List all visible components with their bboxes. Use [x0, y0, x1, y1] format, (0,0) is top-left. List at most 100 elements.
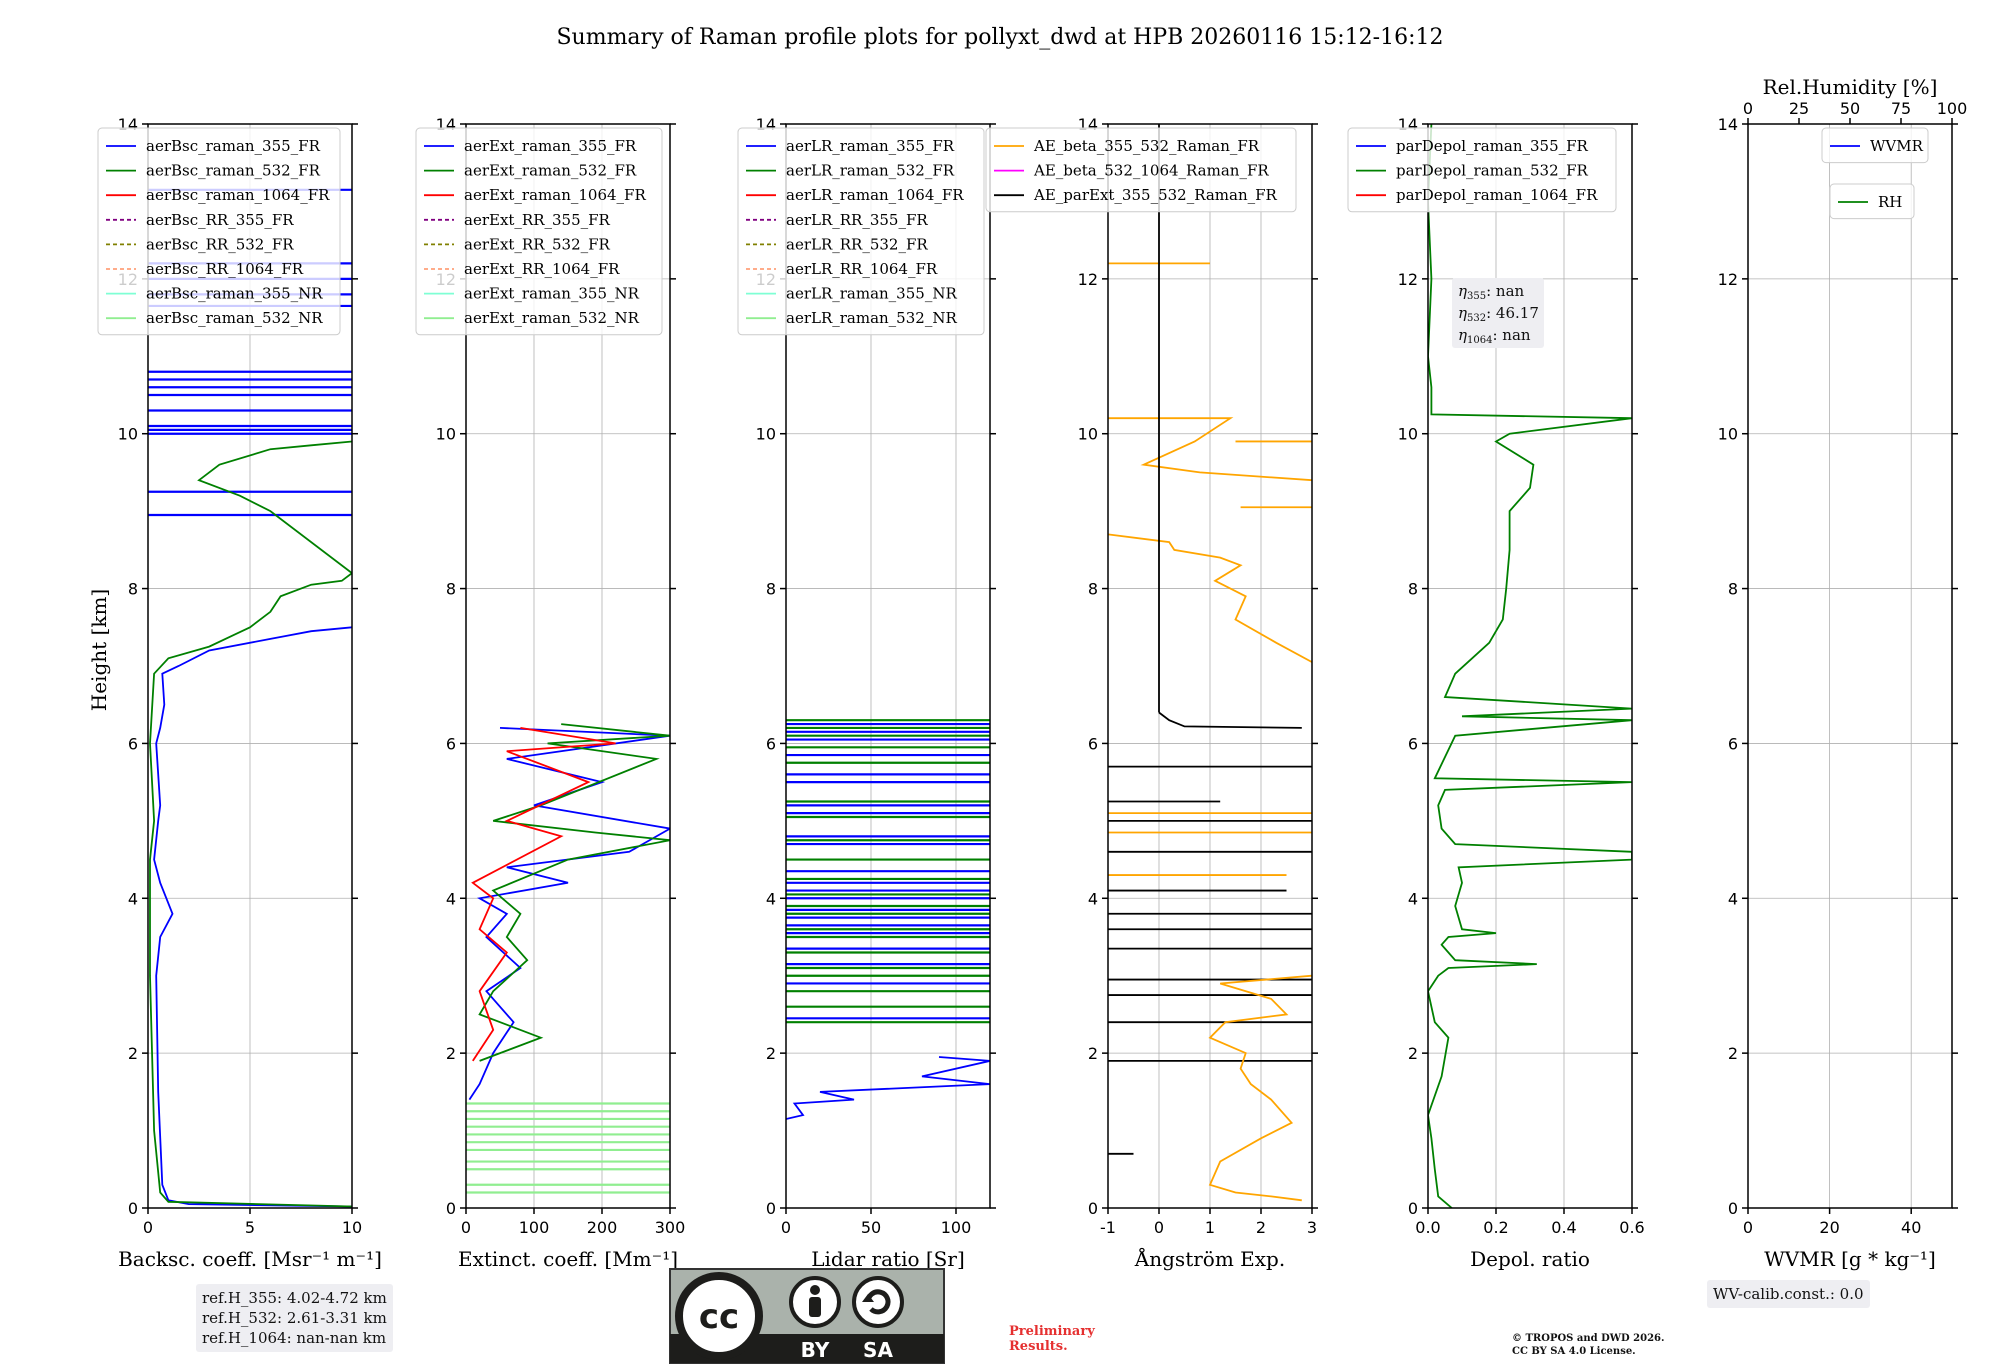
svg-text:η355: nan: η355: nan: [1458, 282, 1525, 302]
x-axis-label: Lidar ratio [Sr]: [811, 1247, 965, 1271]
panel-data: [1428, 124, 1632, 1208]
y-tick-label: 10: [756, 425, 776, 444]
legend: AE_beta_355_532_Raman_FR AE_beta_532_1064…: [985, 127, 1297, 213]
y-tick-label: 0: [1408, 1199, 1418, 1218]
x-tick-label: 10: [342, 1218, 362, 1237]
legend-label: AE_beta_355_532_Raman_FR: [1033, 137, 1260, 155]
share-alike-icon: [852, 1276, 904, 1328]
x-tick-label: 0.4: [1551, 1218, 1576, 1237]
y-tick-label: 6: [1088, 734, 1098, 753]
x-tick-label: 20: [1819, 1218, 1839, 1237]
eta-1064-value: nan: [1502, 326, 1531, 344]
legend-label: aerLR_raman_532_FR: [786, 162, 955, 180]
svg-text:η532: 46.17: η532: 46.17: [1458, 304, 1539, 324]
series-line-parDepol_raman_532_FR: [1428, 124, 1632, 1208]
y-tick-label: 0: [766, 1199, 776, 1218]
legend-label: aerBsc_raman_1064_FR: [146, 186, 330, 204]
copyright-line-2: CC BY SA 4.0 License.: [1512, 1346, 1636, 1357]
x-tick-label: 5: [245, 1218, 255, 1237]
axes-frame: [465, 123, 671, 1209]
y-tick-label: 2: [446, 1044, 456, 1063]
series-line-aerExt_raman_1064_FR: [471, 727, 616, 1062]
eta-532-value: 46.17: [1496, 304, 1539, 322]
legend-label: aerBsc_raman_532_NR: [146, 309, 323, 327]
legend-label: aerLR_RR_355_FR: [786, 211, 928, 229]
preliminary-line-1: Preliminary: [1009, 1324, 1095, 1339]
y-tick-label: 8: [1728, 580, 1738, 599]
legend-label: AE_parExt_355_532_Raman_FR: [1033, 186, 1278, 204]
y-tick-label: 0: [128, 1199, 138, 1218]
y-tick-label: 2: [128, 1044, 138, 1063]
y-tick-label: 0: [446, 1199, 456, 1218]
by-label: BY: [801, 1338, 830, 1362]
y-tick-label: 0: [1728, 1199, 1738, 1218]
legend-label: aerExt_RR_1064_FR: [464, 260, 620, 278]
y-tick-label: 10: [1078, 425, 1098, 444]
x-axis-label: WVMR [g * kg⁻¹]: [1764, 1247, 1936, 1271]
series-line-AE_beta_355_532_Raman_FR_top: [1108, 417, 1312, 482]
legend-label: aerLR_raman_355_NR: [786, 285, 957, 303]
legend-label: aerBsc_raman_355_NR: [146, 285, 323, 303]
y-tick-label: 6: [128, 734, 138, 753]
eta-355-value: nan: [1496, 282, 1525, 300]
copyright-note: © TROPOS and DWD 2026. CC BY SA 4.0 Lice…: [1512, 1332, 1664, 1358]
x-tick-label: 0: [781, 1218, 791, 1237]
legend-label: aerBsc_RR_355_FR: [146, 211, 294, 229]
svg-text:η1064: nan: η1064: nan: [1458, 326, 1531, 346]
top-tick-label: 50: [1840, 99, 1860, 118]
series-line-ae-parext-tail: [1158, 711, 1302, 729]
y-tick-label: 10: [1718, 425, 1738, 444]
y-tick-label: 2: [1088, 1044, 1098, 1063]
y-tick-label: 6: [1728, 734, 1738, 753]
legend: parDepol_raman_355_FR parDepol_raman_532_…: [1347, 127, 1617, 213]
series-line-aerBsc_raman_532_FR: [149, 440, 352, 1208]
legend-label: aerBsc_RR_532_FR: [146, 235, 294, 253]
y-tick-label: 4: [766, 889, 776, 908]
x-tick-label: 100: [519, 1218, 550, 1237]
y-tick-label: 8: [1088, 580, 1098, 599]
legend-label: aerLR_raman_1064_FR: [786, 186, 964, 204]
preliminary-line-2: Results.: [1009, 1339, 1068, 1354]
series-line-AE_beta_355_532_Raman_FR_mid: [1108, 533, 1312, 663]
legend-label: aerBsc_raman_355_FR: [146, 137, 321, 155]
series-line-AE_beta_355_532_Raman_FR: [1208, 974, 1312, 1202]
y-tick-label: 8: [446, 580, 456, 599]
legend-label: aerLR_raman_532_NR: [786, 309, 957, 327]
copyright-line-1: © TROPOS and DWD 2026.: [1512, 1333, 1665, 1344]
panel-6: 0 2 4 6 8 10 12 14 0 20 40 WVMR [g * kg⁻¹] Rel.Humid…: [1718, 75, 1968, 1271]
legend: aerBsc_raman_355_FR aerBsc_raman_532_FRae…: [97, 127, 341, 336]
y-tick-label: 8: [128, 580, 138, 599]
y-tick-label: 2: [766, 1044, 776, 1063]
y-tick-label: 4: [1408, 889, 1418, 908]
cc-text: cc: [699, 1297, 739, 1337]
y-tick-label: 4: [1088, 889, 1098, 908]
ref-height-532: ref.H_532: 2.61-3.31 km: [202, 1309, 387, 1327]
wv-calibration-box: WV-calib.const.: 0.0: [1707, 1280, 1870, 1308]
y-tick-label: 14: [1718, 115, 1738, 134]
legend-label: RH: [1878, 193, 1902, 211]
y-tick-label: 6: [1408, 734, 1418, 753]
legend: aerLR_raman_355_FR aerLR_raman_532_FR aerL…: [737, 127, 985, 336]
legend-label: aerExt_RR_532_FR: [464, 235, 611, 253]
legend: WVMR: [1821, 127, 1929, 164]
y-tick-label: 8: [766, 580, 776, 599]
axes-frame: [1427, 123, 1633, 1209]
y-tick-label: 10: [118, 425, 138, 444]
legend-label: aerLR_RR_532_FR: [786, 235, 928, 253]
y-tick-label: 6: [766, 734, 776, 753]
y-tick-label: 10: [1398, 425, 1418, 444]
y-tick-label: 10: [436, 425, 456, 444]
x-tick-label: 0: [1154, 1218, 1164, 1237]
top-tick-label: 25: [1789, 99, 1809, 118]
ref-height-1064: ref.H_1064: nan-nan km: [202, 1329, 387, 1347]
x-tick-label: 0.0: [1415, 1218, 1440, 1237]
y-tick-label: 8: [1408, 580, 1418, 599]
y-tick-label: 4: [1728, 889, 1738, 908]
x-axis-label: Extinct. coeff. [Mm⁻¹]: [458, 1247, 678, 1271]
y-tick-label: 4: [446, 889, 456, 908]
y-tick-label: 2: [1728, 1044, 1738, 1063]
legend-label: parDepol_raman_355_FR: [1396, 137, 1589, 155]
